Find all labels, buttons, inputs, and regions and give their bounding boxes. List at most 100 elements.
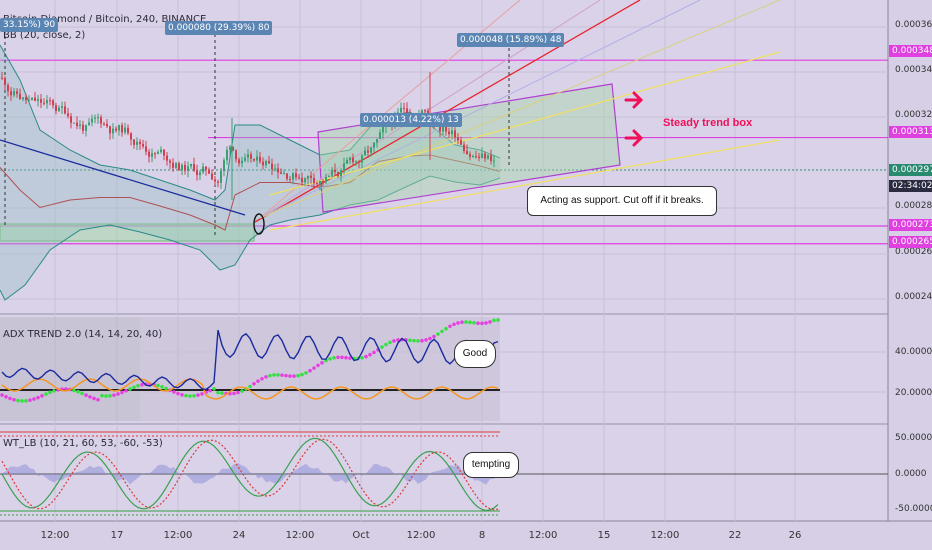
candle-body <box>292 173 294 180</box>
adx-dot <box>100 393 104 398</box>
measure-label[interactable]: 0.000080 (29.39%) 80 <box>165 21 273 35</box>
x-tick-label: 17 <box>110 530 124 541</box>
candle-body <box>472 156 474 158</box>
candle-body <box>421 110 423 116</box>
adx-dot <box>192 393 196 398</box>
adx-dot <box>428 336 432 341</box>
candle-body <box>235 150 237 160</box>
bb-legend[interactable]: BB (20, close, 2) <box>3 30 86 41</box>
candle-body <box>244 157 246 161</box>
candle-body <box>82 124 84 131</box>
x-tick-label: 15 <box>597 530 611 541</box>
adx-dot <box>360 356 364 360</box>
adx-dot <box>440 329 444 334</box>
candle-body <box>439 125 441 132</box>
steady-trend-box-note[interactable]: Steady trend box <box>663 117 753 129</box>
measure-label[interactable]: 33.15%) 90 <box>0 18 59 32</box>
candle-body <box>190 163 192 167</box>
candle-body <box>187 166 189 171</box>
candle-body <box>352 157 354 163</box>
adx-dot <box>364 354 368 359</box>
candle-body <box>94 117 96 119</box>
candle-body <box>376 138 378 143</box>
symbol-title[interactable]: Bitcoin Diamond / Bitcoin, 240, BINANCE <box>3 14 207 25</box>
candle-body <box>217 181 219 183</box>
candle-body <box>277 168 279 173</box>
adx-dot <box>336 355 340 360</box>
candle-body <box>115 128 117 131</box>
candle-body <box>55 105 57 111</box>
candle-body <box>13 91 15 96</box>
wt-axis-label: 0.0000 <box>895 469 927 479</box>
adx-dot <box>348 356 352 360</box>
good-callout[interactable]: Good <box>454 340 496 368</box>
candle-body <box>340 170 342 177</box>
adx-dot <box>308 368 312 373</box>
candle-body <box>424 110 426 112</box>
adx-legend[interactable]: ADX TREND 2.0 (14, 14, 20, 40) <box>3 329 163 340</box>
candle-body <box>16 91 18 94</box>
adx-dot <box>40 394 44 398</box>
candle-body <box>232 146 234 151</box>
adx-dot <box>344 355 348 360</box>
candle-body <box>208 169 210 174</box>
measure-label[interactable]: 0.000048 (15.89%) 48 <box>457 33 565 47</box>
support-callout[interactable]: Acting as support. Cut off if it breaks. <box>527 186 717 216</box>
adx-dot <box>184 393 188 398</box>
candle-body <box>349 157 351 160</box>
target-arrow <box>624 91 644 109</box>
support-zone-box <box>0 223 255 242</box>
adx-dot <box>212 387 216 391</box>
candle-body <box>106 123 108 127</box>
tempting-callout[interactable]: tempting <box>463 452 519 478</box>
x-tick-label: 8 <box>478 530 486 541</box>
adx-dot <box>140 382 144 387</box>
adx-dot <box>380 345 384 349</box>
candle-body <box>274 168 276 170</box>
price-tag-0000273: 0.000273 <box>889 219 932 231</box>
candle-body <box>466 150 468 155</box>
candle-body <box>67 113 69 117</box>
candle-body <box>52 100 54 106</box>
candle-body <box>358 161 360 163</box>
candle-body <box>1 77 3 79</box>
adx-dot <box>172 390 176 394</box>
adx-dot <box>316 363 320 368</box>
adx-dot <box>432 334 436 339</box>
adx-dot <box>208 388 212 393</box>
measure-label[interactable]: 0.000013 (4.22%) 13 <box>360 113 462 127</box>
candle-body <box>262 161 264 166</box>
candle-body <box>229 146 231 150</box>
candle-body <box>343 163 345 171</box>
target-arrow <box>624 129 644 147</box>
candle-body <box>145 146 147 152</box>
fan-line <box>259 0 781 219</box>
candle-body <box>364 150 366 156</box>
candle-body <box>367 150 369 153</box>
candle-body <box>79 124 81 127</box>
candle-body <box>214 179 216 182</box>
adx-dot <box>48 390 52 395</box>
candle-body <box>154 153 156 155</box>
swing-low-marker <box>253 213 265 235</box>
price-tag-last: 0.000297 <box>889 164 932 176</box>
adx-dot <box>16 398 20 403</box>
candle-body <box>250 154 252 159</box>
adx-dot <box>72 388 76 393</box>
candle-body <box>256 156 258 161</box>
adx-dot <box>124 388 128 393</box>
price-axis-label: 0.000363 <box>895 20 932 30</box>
channel-upper <box>269 51 781 196</box>
candle-body <box>22 97 24 100</box>
candle-body <box>220 171 222 183</box>
candle-body <box>196 170 198 176</box>
candle-body <box>34 97 36 101</box>
x-tick-label: 12:00 <box>650 530 680 541</box>
wt-legend[interactable]: WT_LB (10, 21, 60, 53, -60, -53) <box>3 438 163 449</box>
adx-dot <box>292 374 296 378</box>
candle-body <box>133 139 135 145</box>
adx-dot <box>76 389 80 394</box>
candle-body <box>307 175 309 179</box>
